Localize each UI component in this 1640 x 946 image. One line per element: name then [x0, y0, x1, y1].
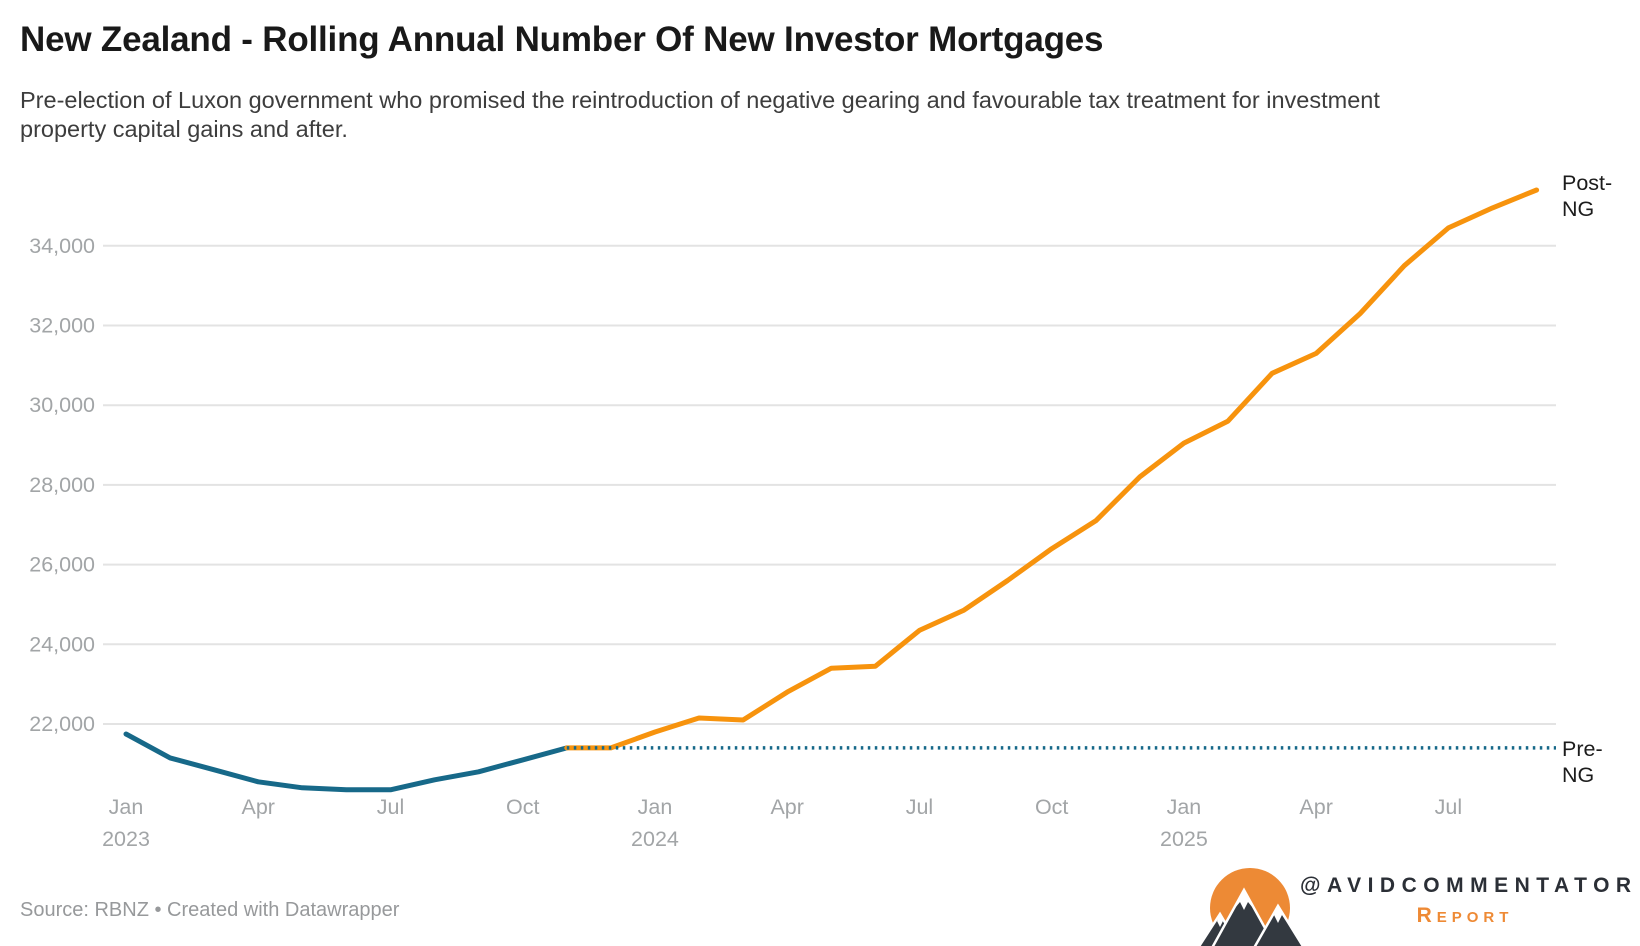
x-tick-label: Jan	[1167, 795, 1202, 819]
x-tick-label: Apr	[1299, 795, 1332, 819]
page-title: New Zealand - Rolling Annual Number Of N…	[20, 20, 1104, 59]
y-tick-label: 32,000	[29, 314, 95, 338]
series-line-pre-ng	[123, 731, 570, 793]
y-tick-label: 22,000	[29, 712, 95, 736]
series-label-pre-ng: Pre-NG	[1562, 737, 1603, 787]
y-tick-label: 28,000	[29, 473, 95, 497]
series-label-post-ng: Post-NG	[1562, 171, 1613, 221]
mountain-sun-logo-icon	[1200, 868, 1304, 946]
x-tick-year-label: 2023	[102, 827, 150, 851]
series-line-post-ng	[564, 187, 1540, 751]
y-tick-label: 24,000	[29, 632, 95, 656]
x-tick-label: Oct	[506, 795, 539, 819]
x-tick-label: Jul	[906, 795, 933, 819]
y-tick-label: 30,000	[29, 393, 95, 417]
x-tick-label: Jul	[377, 795, 404, 819]
x-tick-label: Jan	[109, 795, 144, 819]
brand-handle: @AVIDCOMMENTATOR	[1300, 874, 1638, 897]
x-tick-label: Apr	[770, 795, 803, 819]
x-tick-year-label: 2025	[1160, 827, 1208, 851]
y-tick-label: 26,000	[29, 553, 95, 577]
x-tick-label: Jan	[638, 795, 673, 819]
chart-subtitle: Pre-election of Luxon government who pro…	[20, 87, 1380, 142]
x-tick-year-label: 2024	[631, 827, 679, 851]
branding-block: @AVIDCOMMENTATOR Report	[1200, 862, 1638, 946]
x-tick-label: Oct	[1035, 795, 1068, 819]
source-attribution: Source: RBNZ • Created with Datawrapper	[20, 899, 400, 921]
y-tick-label: 34,000	[29, 234, 95, 258]
x-tick-label: Jul	[1435, 795, 1462, 819]
x-tick-label: Apr	[242, 795, 275, 819]
brand-subtitle: Report	[1416, 904, 1514, 927]
